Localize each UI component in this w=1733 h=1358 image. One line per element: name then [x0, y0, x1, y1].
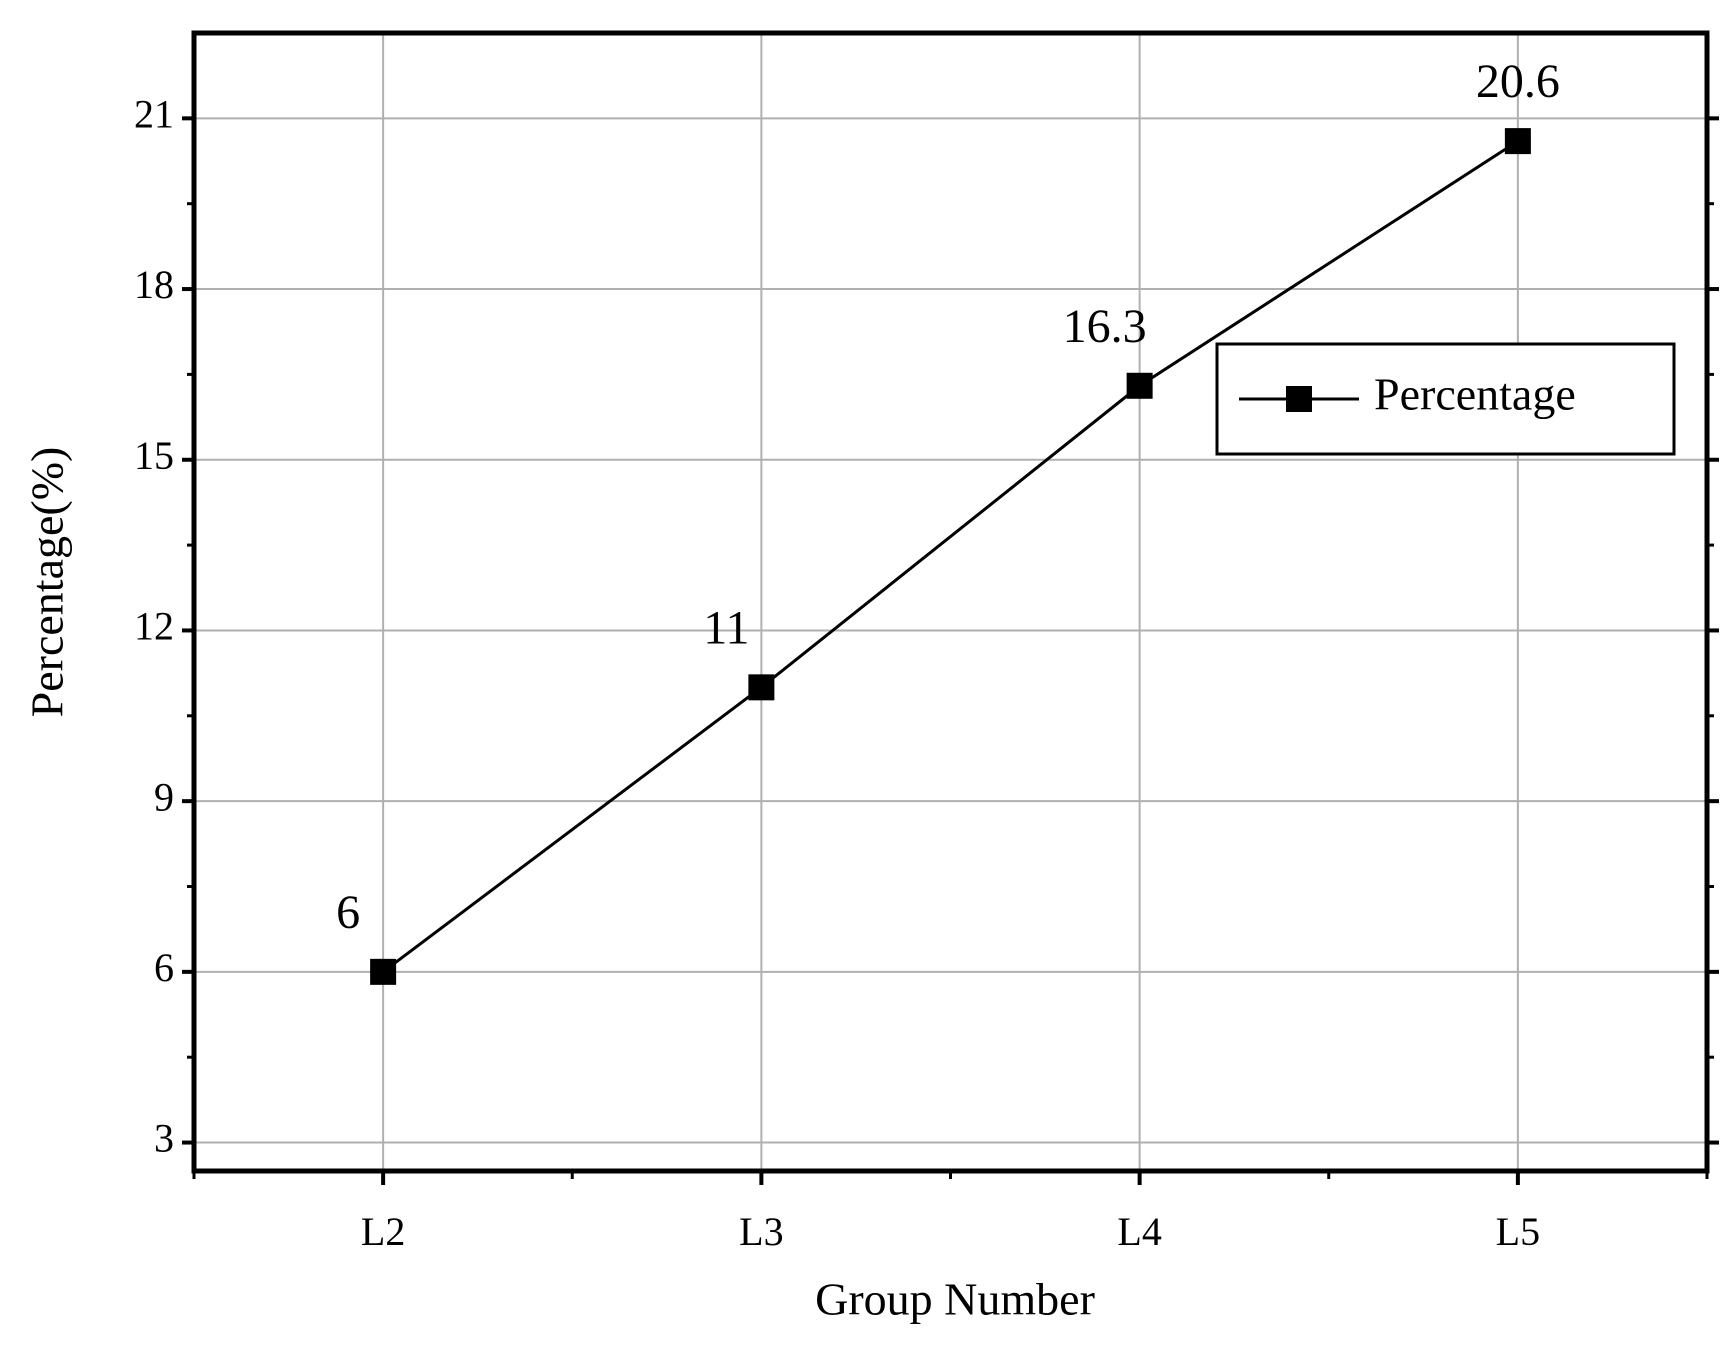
legend-marker [1286, 386, 1312, 412]
value-label: 11 [703, 601, 749, 654]
value-label: 20.6 [1476, 55, 1560, 108]
value-label: 6 [336, 886, 360, 939]
y-tick-label: 6 [154, 945, 174, 990]
point-marker [1504, 128, 1531, 155]
y-tick-label: 12 [134, 604, 174, 649]
y-tick-label: 21 [134, 92, 174, 137]
x-tick-label: L3 [739, 1209, 783, 1254]
y-axis-title: Percentage(%) [22, 447, 73, 718]
point-marker [1126, 372, 1153, 399]
point-marker [370, 958, 397, 985]
series-line [382, 139, 1519, 974]
x-axis-title: Group Number [815, 1274, 1095, 1325]
point-marker [748, 674, 775, 701]
x-tick-label: L2 [361, 1209, 405, 1254]
y-tick-label: 18 [134, 262, 174, 307]
y-tick-label: 3 [154, 1116, 174, 1161]
value-label: 16.3 [1063, 300, 1147, 353]
y-tick-label: 9 [154, 774, 174, 819]
x-tick-label: L5 [1496, 1209, 1540, 1254]
legend-label: Percentage [1374, 369, 1576, 420]
y-tick-label: 15 [134, 433, 174, 478]
x-tick-label: L4 [1117, 1209, 1161, 1254]
plot-frame [191, 30, 1710, 1174]
